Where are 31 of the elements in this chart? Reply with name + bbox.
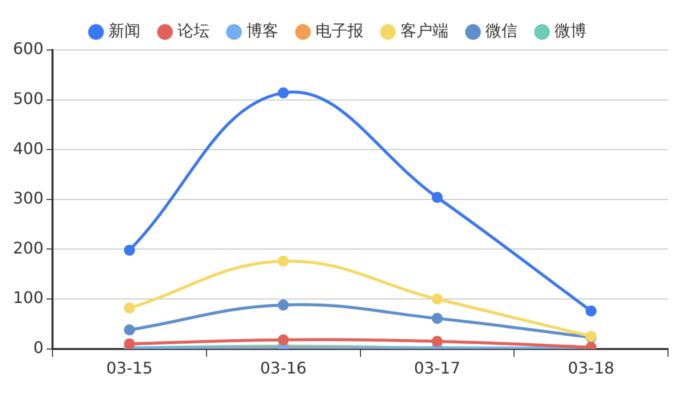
point: [278, 299, 289, 310]
y-tick-label: 200: [12, 238, 44, 258]
legend-label: 微信: [486, 21, 518, 40]
point: [586, 305, 597, 316]
y-tick-label: 0: [33, 338, 44, 357]
legend-label: 客户端: [400, 21, 448, 40]
x-tick-label: 03-16: [260, 358, 307, 378]
point: [278, 256, 289, 267]
x-tick-label: 03-15: [106, 358, 153, 378]
x-tick-label: 03-17: [414, 358, 460, 378]
point: [432, 312, 443, 324]
point: [432, 336, 443, 347]
legend-label: 微博: [554, 21, 586, 40]
y-tick-label: 100: [12, 288, 44, 308]
legend-label: 论坛: [178, 21, 210, 40]
point: [124, 302, 135, 314]
legend-label: 新闻: [108, 21, 140, 40]
point: [124, 338, 135, 349]
y-tick-label: 600: [12, 39, 44, 58]
point: [432, 294, 443, 304]
legend-label: 博客: [246, 21, 278, 40]
y-tick-label: 300: [12, 188, 44, 208]
point: [278, 334, 289, 346]
point: [124, 244, 135, 256]
y-tick-label: 500: [12, 88, 44, 108]
point: [278, 87, 289, 98]
point: [432, 192, 443, 203]
legend-label: 电子报: [316, 21, 364, 40]
x-tick-label: 03-18: [568, 358, 614, 378]
y-tick-label: 400: [12, 138, 44, 158]
point: [124, 324, 135, 336]
